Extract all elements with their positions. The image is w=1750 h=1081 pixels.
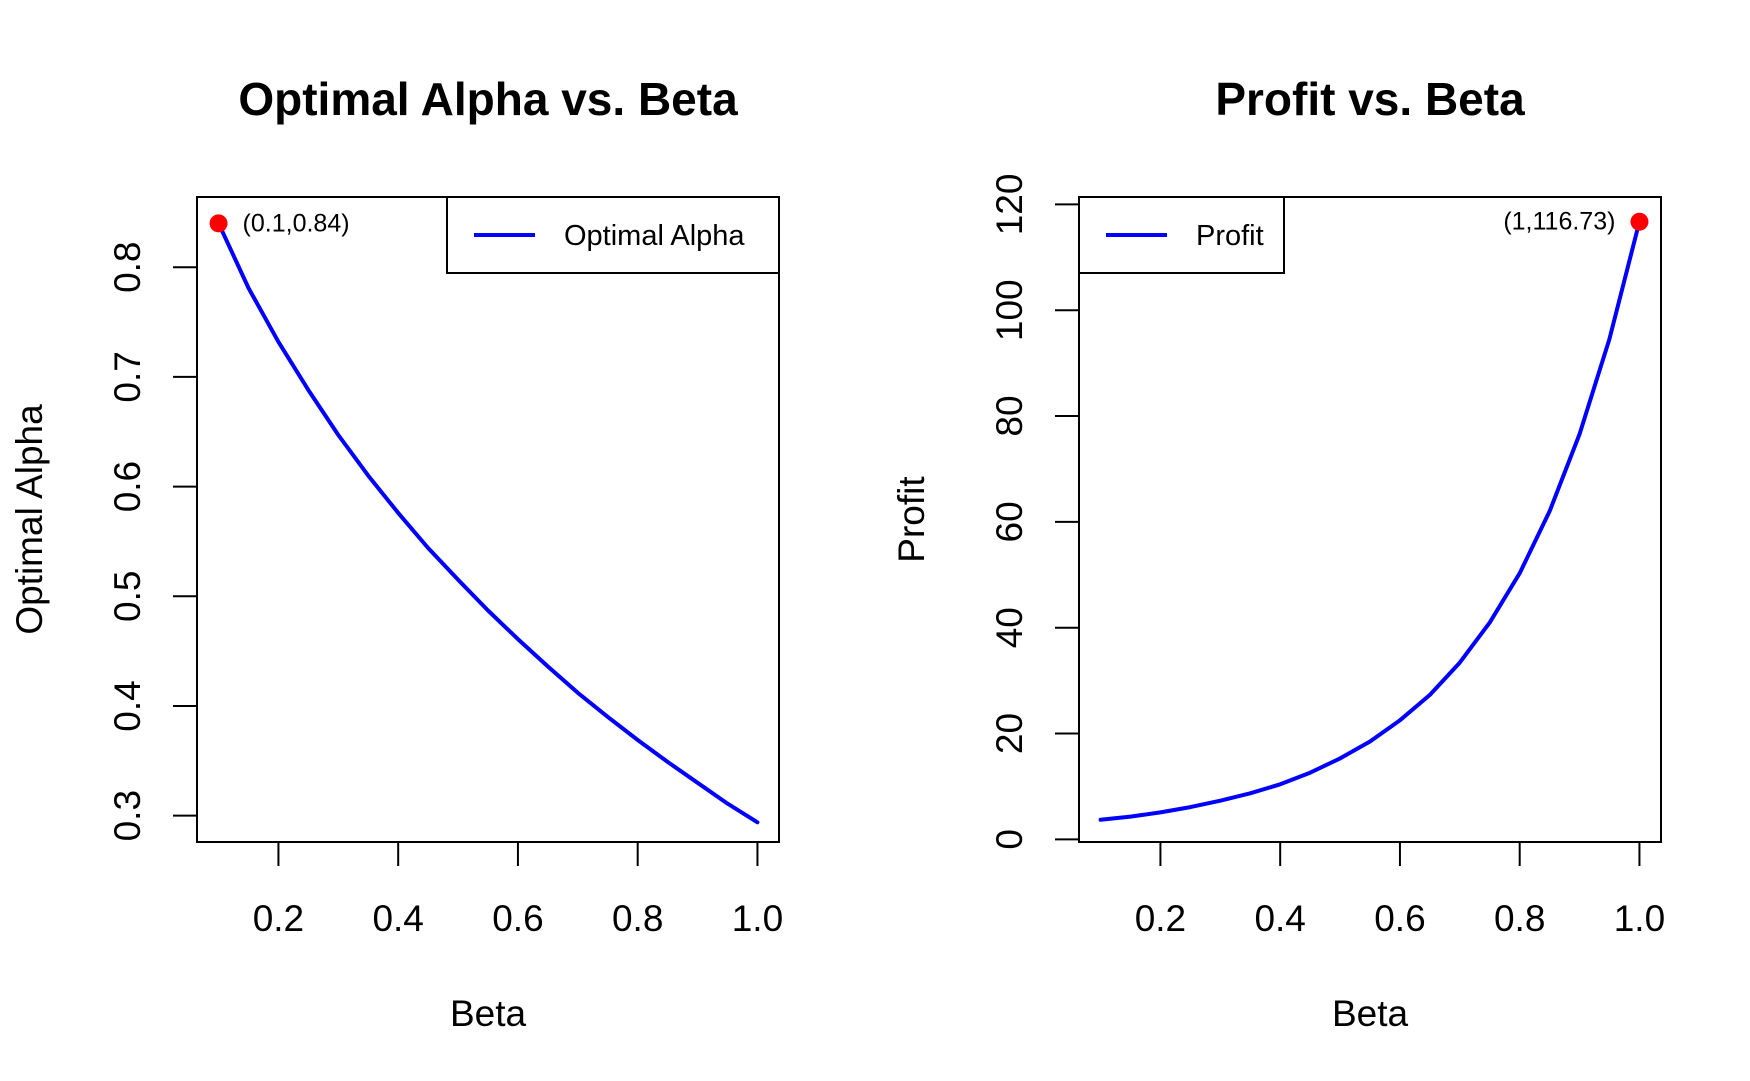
legend-entry: Profit — [1196, 220, 1264, 252]
x-axis-label: Beta — [1332, 993, 1409, 1034]
x-tick-label: 0.6 — [492, 898, 543, 939]
x-tick-label: 1.0 — [732, 898, 783, 939]
chart-title: Optimal Alpha vs. Beta — [238, 73, 738, 125]
highlight-point — [1630, 212, 1649, 231]
y-axis-label: Profit — [891, 476, 932, 563]
y-tick-label: 20 — [989, 713, 1030, 754]
x-tick-label: 1.0 — [1614, 898, 1665, 939]
x-tick-label: 0.8 — [612, 898, 663, 939]
series-line-0 — [216, 221, 760, 825]
y-tick-label: 0.5 — [107, 571, 148, 622]
highlight-point — [209, 214, 228, 233]
panel-profit: Profit vs. Beta 0.2 0.4 0.6 0.8 1.0 0 20 40 60 80 1… — [891, 73, 1665, 1034]
y-axis-label: Optimal Alpha — [9, 404, 50, 635]
chart-title: Profit vs. Beta — [1215, 73, 1525, 125]
y-tick-label: 0 — [989, 829, 1030, 850]
legend-entry: Optimal Alpha — [564, 220, 745, 252]
y-tick-label: 0.3 — [107, 790, 148, 841]
highlight-label: (0.1,0.84) — [243, 209, 350, 237]
y-tick-label: 100 — [989, 279, 1030, 341]
y-tick-label: 0.7 — [107, 351, 148, 402]
x-tick-label: 0.6 — [1374, 898, 1425, 939]
y-tick-label: 0.6 — [107, 461, 148, 512]
y-tick-label: 120 — [989, 174, 1030, 236]
x-tick-label: 0.4 — [1254, 898, 1305, 939]
x-tick-label: 0.2 — [1135, 898, 1186, 939]
y-tick-label: 0.4 — [107, 680, 148, 731]
x-tick-label: 0.2 — [253, 898, 304, 939]
y-tick-label: 40 — [989, 607, 1030, 648]
panel-optimal-alpha: Optimal Alpha vs. Beta 0.2 0.4 0.6 0.8 1.0 0.3… — [9, 73, 783, 1034]
x-tick-label: 0.4 — [372, 898, 423, 939]
series-line-0 — [1098, 219, 1642, 822]
y-tick-label: 60 — [989, 501, 1030, 542]
y-tick-label: 80 — [989, 395, 1030, 436]
y-tick-label: 0.8 — [107, 241, 148, 292]
x-tick-label: 0.8 — [1494, 898, 1545, 939]
highlight-label: (1,116.73) — [1503, 208, 1615, 236]
x-axis-label: Beta — [450, 993, 527, 1034]
